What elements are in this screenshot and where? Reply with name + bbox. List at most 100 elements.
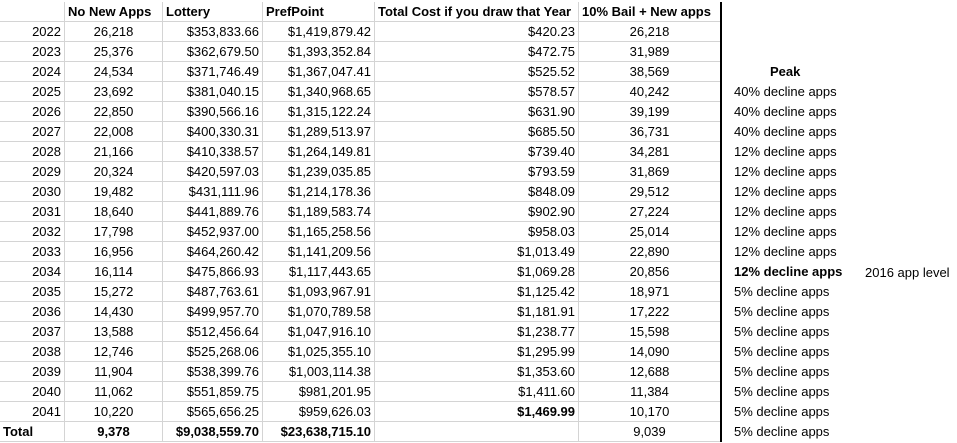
cell-total-cost[interactable]: $1,013.49 [374, 241, 579, 262]
cell-lottery[interactable]: $441,889.76 [162, 201, 263, 222]
cell-lottery[interactable]: $362,679.50 [162, 41, 263, 62]
cell-year[interactable]: 2030 [0, 181, 65, 202]
cell-bail-new-apps[interactable]: 31,989 [578, 41, 722, 62]
total-no-new-apps[interactable]: 9,378 [64, 421, 163, 442]
cell-lottery[interactable]: $452,937.00 [162, 221, 263, 242]
cell-total-cost[interactable]: $1,469.99 [374, 401, 579, 422]
cell-lottery[interactable]: $525,268.06 [162, 341, 263, 362]
cell-no-new-apps[interactable]: 23,692 [64, 81, 163, 102]
cell-bail-new-apps[interactable]: 10,170 [578, 401, 722, 422]
cell-total-cost[interactable]: $958.03 [374, 221, 579, 242]
cell-bail-new-apps[interactable]: 38,569 [578, 61, 722, 82]
cell-total-cost[interactable]: $848.09 [374, 181, 579, 202]
cell-total-cost[interactable]: $631.90 [374, 101, 579, 122]
cell-lottery[interactable]: $538,399.76 [162, 361, 263, 382]
cell-year[interactable]: 2033 [0, 241, 65, 262]
cell-prefpoint[interactable]: $1,025,355.10 [262, 341, 375, 362]
cell-bail-new-apps[interactable]: 17,222 [578, 301, 722, 322]
cell-total-cost[interactable]: $1,069.28 [374, 261, 579, 282]
cell-prefpoint[interactable]: $1,003,114.38 [262, 361, 375, 382]
cell-year[interactable]: 2022 [0, 21, 65, 42]
cell-year[interactable]: 2040 [0, 381, 65, 402]
cell-lottery[interactable]: $431,111.96 [162, 181, 263, 202]
cell-no-new-apps[interactable]: 20,324 [64, 161, 163, 182]
cell-year[interactable]: 2027 [0, 121, 65, 142]
cell-lottery[interactable]: $464,260.42 [162, 241, 263, 262]
header-no-new-apps[interactable]: No New Apps [64, 2, 163, 22]
cell-bail-new-apps[interactable]: 39,199 [578, 101, 722, 122]
cell-year[interactable]: 2029 [0, 161, 65, 182]
header-lottery[interactable]: Lottery [162, 2, 263, 22]
cell-year[interactable]: 2025 [0, 81, 65, 102]
cell-year[interactable]: 2028 [0, 141, 65, 162]
cell-prefpoint[interactable]: $959,626.03 [262, 401, 375, 422]
total-bail-new-apps[interactable]: 9,039 [578, 421, 722, 442]
cell-bail-new-apps[interactable]: 29,512 [578, 181, 722, 202]
cell-bail-new-apps[interactable]: 26,218 [578, 21, 722, 42]
header-prefpoint[interactable]: PrefPoint [262, 2, 375, 22]
cell-total-cost[interactable]: $685.50 [374, 121, 579, 142]
cell-lottery[interactable]: $475,866.93 [162, 261, 263, 282]
cell-lottery[interactable]: $410,338.57 [162, 141, 263, 162]
cell-no-new-apps[interactable]: 26,218 [64, 21, 163, 42]
cell-total-cost[interactable]: $902.90 [374, 201, 579, 222]
cell-total-cost[interactable]: $1,238.77 [374, 321, 579, 342]
cell-no-new-apps[interactable]: 11,904 [64, 361, 163, 382]
cell-lottery[interactable]: $551,859.75 [162, 381, 263, 402]
cell-no-new-apps[interactable]: 17,798 [64, 221, 163, 242]
cell-prefpoint[interactable]: $1,214,178.36 [262, 181, 375, 202]
cell-bail-new-apps[interactable]: 22,890 [578, 241, 722, 262]
cell-prefpoint[interactable]: $1,189,583.74 [262, 201, 375, 222]
cell-bail-new-apps[interactable]: 34,281 [578, 141, 722, 162]
total-prefpoint[interactable]: $23,638,715.10 [262, 421, 375, 442]
cell-lottery[interactable]: $420,597.03 [162, 161, 263, 182]
cell-no-new-apps[interactable]: 21,166 [64, 141, 163, 162]
cell-total-cost[interactable]: $420.23 [374, 21, 579, 42]
cell-no-new-apps[interactable]: 22,008 [64, 121, 163, 142]
cell-prefpoint[interactable]: $1,117,443.65 [262, 261, 375, 282]
cell-no-new-apps[interactable]: 11,062 [64, 381, 163, 402]
cell-prefpoint[interactable]: $1,419,879.42 [262, 21, 375, 42]
cell-lottery[interactable]: $400,330.31 [162, 121, 263, 142]
cell-year[interactable]: 2037 [0, 321, 65, 342]
cell-no-new-apps[interactable]: 16,114 [64, 261, 163, 282]
cell-bail-new-apps[interactable]: 31,869 [578, 161, 722, 182]
header-bail-new-apps[interactable]: 10% Bail + New apps [578, 2, 722, 22]
cell-year[interactable]: 2026 [0, 101, 65, 122]
cell-prefpoint[interactable]: $981,201.95 [262, 381, 375, 402]
cell-lottery[interactable]: $487,763.61 [162, 281, 263, 302]
cell-no-new-apps[interactable]: 25,376 [64, 41, 163, 62]
cell-year[interactable]: 2034 [0, 261, 65, 282]
cell-total-cost[interactable]: $739.40 [374, 141, 579, 162]
cell-prefpoint[interactable]: $1,047,916.10 [262, 321, 375, 342]
cell-bail-new-apps[interactable]: 40,242 [578, 81, 722, 102]
total-lottery[interactable]: $9,038,559.70 [162, 421, 263, 442]
cell-prefpoint[interactable]: $1,289,513.97 [262, 121, 375, 142]
cell-no-new-apps[interactable]: 19,482 [64, 181, 163, 202]
cell-no-new-apps[interactable]: 12,746 [64, 341, 163, 362]
cell-prefpoint[interactable]: $1,393,352.84 [262, 41, 375, 62]
cell-bail-new-apps[interactable]: 11,384 [578, 381, 722, 402]
cell-no-new-apps[interactable]: 15,272 [64, 281, 163, 302]
cell-no-new-apps[interactable]: 22,850 [64, 101, 163, 122]
cell-bail-new-apps[interactable]: 18,971 [578, 281, 722, 302]
cell-bail-new-apps[interactable]: 20,856 [578, 261, 722, 282]
cell-year[interactable]: 2032 [0, 221, 65, 242]
cell-year[interactable]: 2036 [0, 301, 65, 322]
cell-prefpoint[interactable]: $1,340,968.65 [262, 81, 375, 102]
cell-total-cost[interactable]: $1,181.91 [374, 301, 579, 322]
cell-year[interactable]: 2031 [0, 201, 65, 222]
cell-bail-new-apps[interactable]: 12,688 [578, 361, 722, 382]
cell-bail-new-apps[interactable]: 36,731 [578, 121, 722, 142]
cell-year[interactable]: 2041 [0, 401, 65, 422]
cell-bail-new-apps[interactable]: 15,598 [578, 321, 722, 342]
cell-bail-new-apps[interactable]: 25,014 [578, 221, 722, 242]
total-cost[interactable] [374, 421, 579, 442]
cell-lottery[interactable]: $390,566.16 [162, 101, 263, 122]
cell-total-cost[interactable]: $472.75 [374, 41, 579, 62]
cell-bail-new-apps[interactable]: 14,090 [578, 341, 722, 362]
cell-bail-new-apps[interactable]: 27,224 [578, 201, 722, 222]
cell-total-cost[interactable]: $1,125.42 [374, 281, 579, 302]
cell-lottery[interactable]: $512,456.64 [162, 321, 263, 342]
cell-total-cost[interactable]: $793.59 [374, 161, 579, 182]
